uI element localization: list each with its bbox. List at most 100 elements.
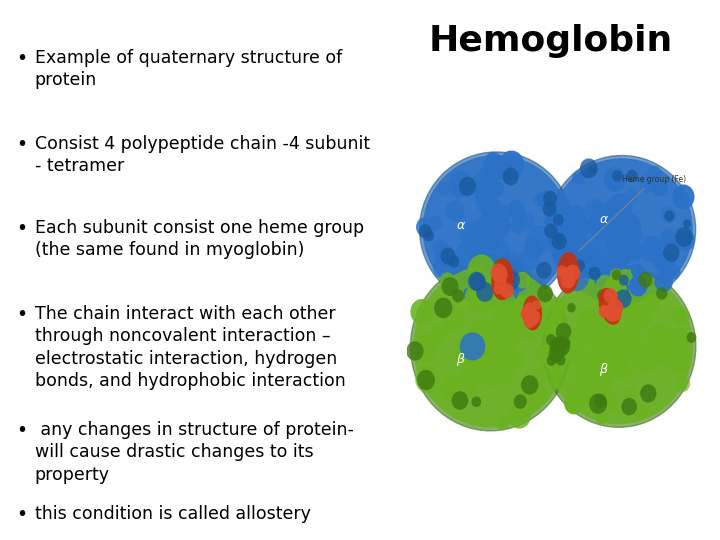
Circle shape — [595, 219, 611, 237]
Ellipse shape — [548, 156, 696, 303]
Text: •: • — [16, 305, 27, 324]
Circle shape — [660, 251, 677, 269]
Circle shape — [636, 308, 652, 327]
Circle shape — [435, 252, 447, 266]
Circle shape — [419, 224, 432, 239]
Circle shape — [603, 316, 616, 330]
Circle shape — [632, 230, 643, 242]
Circle shape — [612, 170, 623, 181]
Circle shape — [566, 214, 589, 240]
Circle shape — [667, 264, 680, 280]
Circle shape — [565, 265, 589, 291]
Circle shape — [573, 244, 593, 266]
Circle shape — [624, 386, 636, 400]
Circle shape — [489, 289, 516, 319]
Circle shape — [589, 165, 598, 174]
Circle shape — [474, 181, 495, 205]
Circle shape — [606, 327, 624, 349]
Circle shape — [448, 255, 459, 268]
Ellipse shape — [423, 156, 570, 303]
Circle shape — [524, 316, 534, 328]
Circle shape — [609, 218, 630, 241]
Circle shape — [606, 321, 627, 345]
Circle shape — [634, 404, 647, 419]
Circle shape — [583, 373, 597, 388]
Circle shape — [495, 361, 515, 383]
Circle shape — [594, 265, 615, 289]
Circle shape — [529, 311, 540, 323]
Circle shape — [524, 303, 536, 316]
Circle shape — [537, 285, 553, 302]
Circle shape — [476, 188, 499, 214]
Circle shape — [441, 277, 459, 296]
Circle shape — [581, 235, 605, 262]
Circle shape — [479, 361, 500, 386]
Circle shape — [596, 275, 614, 295]
Circle shape — [555, 244, 573, 265]
Circle shape — [518, 248, 539, 271]
Circle shape — [629, 275, 647, 296]
Circle shape — [526, 310, 537, 324]
Circle shape — [596, 343, 613, 363]
Circle shape — [573, 367, 594, 390]
Circle shape — [511, 218, 526, 234]
Circle shape — [590, 357, 616, 386]
Circle shape — [603, 244, 621, 265]
Ellipse shape — [552, 159, 692, 300]
Circle shape — [416, 217, 434, 237]
Circle shape — [476, 214, 495, 235]
Circle shape — [559, 235, 581, 260]
Circle shape — [651, 339, 675, 366]
Circle shape — [476, 282, 494, 302]
Circle shape — [595, 335, 613, 356]
Circle shape — [468, 254, 495, 286]
Circle shape — [624, 188, 638, 204]
Circle shape — [523, 380, 548, 408]
Circle shape — [617, 235, 636, 258]
Circle shape — [498, 151, 524, 180]
Circle shape — [547, 199, 570, 225]
Circle shape — [580, 254, 602, 279]
Text: •: • — [16, 421, 27, 440]
Circle shape — [490, 323, 511, 346]
Circle shape — [556, 323, 571, 340]
Ellipse shape — [599, 288, 621, 324]
Circle shape — [410, 299, 433, 325]
Circle shape — [543, 201, 557, 217]
Circle shape — [608, 300, 623, 316]
Circle shape — [552, 233, 567, 249]
Circle shape — [672, 185, 695, 210]
Circle shape — [564, 381, 575, 394]
Circle shape — [482, 265, 494, 278]
Circle shape — [569, 237, 594, 264]
Circle shape — [486, 253, 504, 273]
Circle shape — [472, 396, 481, 407]
Circle shape — [543, 191, 557, 206]
Circle shape — [433, 256, 452, 278]
Circle shape — [542, 319, 558, 337]
Circle shape — [605, 305, 620, 321]
Circle shape — [451, 391, 468, 410]
Circle shape — [534, 193, 546, 207]
Circle shape — [589, 394, 607, 414]
Circle shape — [675, 227, 693, 247]
Circle shape — [459, 177, 476, 196]
Circle shape — [443, 306, 466, 331]
Circle shape — [622, 309, 643, 332]
Circle shape — [449, 180, 466, 198]
Text: $\alpha$: $\alpha$ — [456, 219, 466, 232]
Circle shape — [675, 375, 690, 392]
Circle shape — [490, 181, 504, 198]
Circle shape — [439, 272, 455, 290]
Circle shape — [494, 285, 502, 294]
Circle shape — [612, 210, 634, 234]
Circle shape — [629, 242, 644, 260]
Circle shape — [647, 322, 672, 351]
Circle shape — [665, 211, 675, 222]
Circle shape — [584, 309, 602, 329]
Circle shape — [566, 265, 580, 281]
Circle shape — [564, 279, 571, 287]
Circle shape — [482, 156, 505, 181]
Circle shape — [483, 215, 507, 242]
Circle shape — [502, 350, 519, 369]
